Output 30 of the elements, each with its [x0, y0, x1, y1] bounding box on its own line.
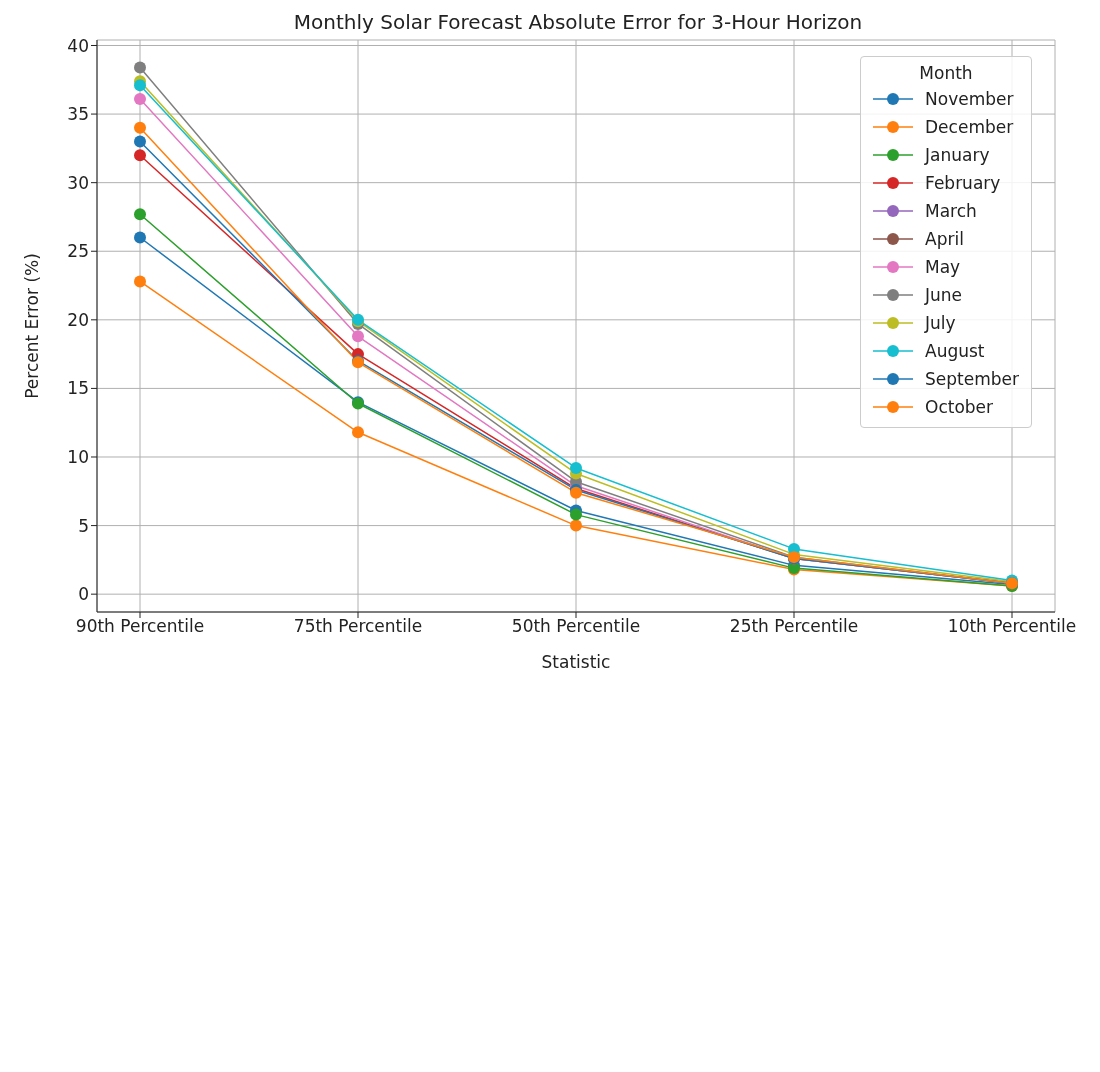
x-tick-label: 75th Percentile — [293, 616, 423, 637]
legend-label: October — [925, 397, 994, 417]
legend-label: August — [925, 341, 985, 361]
y-tick-label: 0 — [78, 584, 89, 605]
y-tick-label: 30 — [67, 172, 89, 193]
y-tick-label: 15 — [67, 378, 89, 399]
y-tick-label: 10 — [67, 447, 89, 468]
y-tick-label: 25 — [67, 241, 89, 262]
y-tick-label: 20 — [67, 309, 89, 330]
legend-label: September — [925, 369, 1019, 389]
y-tick-label: 40 — [67, 35, 89, 56]
x-axis-title: Statistic — [541, 652, 611, 672]
legend-title: Month — [918, 63, 974, 83]
legend-label: April — [925, 229, 964, 249]
x-tick-label: 50th Percentile — [511, 616, 641, 637]
legend-label: May — [925, 257, 961, 277]
y-tick-label: 35 — [67, 104, 89, 125]
legend-label: March — [925, 201, 977, 221]
legend-label: June — [925, 285, 963, 305]
y-axis-title: Percent Error (%) — [22, 253, 43, 399]
chart-title: Monthly Solar Forecast Absolute Error for 3-Hour Horizon — [292, 10, 864, 34]
legend-label: January — [925, 145, 990, 165]
x-tick-label: 90th Percentile — [75, 616, 205, 637]
x-tick-label: 25th Percentile — [729, 616, 859, 637]
legend-label: July — [925, 313, 956, 333]
x-tick-label: 10th Percentile — [947, 616, 1077, 637]
legend-label: December — [925, 117, 1014, 137]
legend-label: November — [925, 89, 1014, 109]
legend-label: February — [925, 173, 1001, 193]
y-tick-label: 5 — [78, 515, 89, 536]
